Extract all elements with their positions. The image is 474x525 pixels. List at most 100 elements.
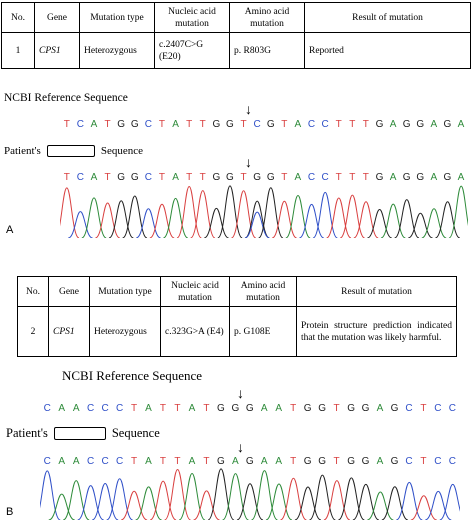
base-T: T xyxy=(281,119,288,130)
patient-label: Patient's xyxy=(6,426,48,440)
header-gene: Gene xyxy=(48,276,90,307)
base-T: T xyxy=(63,119,70,130)
peak-T xyxy=(230,190,257,238)
peak-C xyxy=(106,478,133,520)
base-G: G xyxy=(361,403,370,414)
base-A: A xyxy=(430,172,438,183)
peak-G xyxy=(381,486,409,520)
base-G: G xyxy=(216,456,225,467)
peak-A xyxy=(48,493,75,520)
base-A: A xyxy=(172,172,179,183)
ref-seq-title-a: NCBI Reference Sequence xyxy=(4,92,128,104)
peak-G xyxy=(435,201,461,238)
patient-sequence-label-a: Patient's Sequence xyxy=(4,145,143,157)
header-amino-acid: Amino acid mutation xyxy=(229,276,297,307)
cell-gene: CPS1 xyxy=(34,32,80,69)
peak-A xyxy=(448,185,468,238)
base-G: G xyxy=(375,119,384,130)
base-G: G xyxy=(245,456,254,467)
mutation-arrow-b: ↓ xyxy=(237,387,244,402)
base-T: T xyxy=(130,456,138,467)
cell-result: Protein structure prediction indicated t… xyxy=(296,306,457,357)
peak-A xyxy=(250,470,278,520)
base-A: A xyxy=(457,119,465,130)
base-G: G xyxy=(212,172,221,183)
base-C: C xyxy=(253,119,261,130)
base-G: G xyxy=(375,172,384,183)
panel-label-a: A xyxy=(6,224,14,236)
base-T: T xyxy=(104,119,111,130)
base-A: A xyxy=(72,403,80,414)
base-G: G xyxy=(130,119,139,130)
peak-G xyxy=(258,187,284,238)
base-C: C xyxy=(101,403,109,414)
base-G: G xyxy=(402,119,411,130)
base-C: C xyxy=(87,403,95,414)
peak-C xyxy=(67,211,93,238)
base-G: G xyxy=(303,456,312,467)
base-C: C xyxy=(434,403,442,414)
peak-G xyxy=(236,483,264,520)
sequence-label: Sequence xyxy=(100,145,143,157)
base-T: T xyxy=(349,119,356,130)
base-C: C xyxy=(405,403,413,414)
peak-T xyxy=(60,187,80,238)
mutation-table-a: No. Gene Mutation type Nucleic acid muta… xyxy=(1,2,471,69)
base-G: G xyxy=(416,172,425,183)
peak-T xyxy=(339,194,366,238)
base-G: G xyxy=(390,403,399,414)
base-C: C xyxy=(115,403,124,414)
base-T: T xyxy=(63,172,70,183)
base-C: C xyxy=(101,456,109,467)
header-no: No. xyxy=(1,2,35,33)
base-A: A xyxy=(389,119,397,130)
peak-G xyxy=(203,207,229,238)
base-T: T xyxy=(199,172,206,183)
base-G: G xyxy=(117,119,126,130)
peak-T xyxy=(280,477,307,520)
base-G: G xyxy=(347,403,355,414)
base-T: T xyxy=(159,403,167,414)
base-C: C xyxy=(321,172,329,183)
header-mutation-type: Mutation type xyxy=(89,276,161,307)
header-nucleic-acid: Nucleic acid mutation xyxy=(154,2,230,33)
peak-A xyxy=(285,195,311,238)
peak-C xyxy=(77,485,104,520)
base-A: A xyxy=(430,119,438,130)
mutation-arrow-a2: ↓ xyxy=(245,156,252,171)
base-G: G xyxy=(303,403,312,414)
base-G: G xyxy=(266,172,275,183)
base-C: C xyxy=(76,172,84,183)
base-T: T xyxy=(203,403,210,414)
peak-C xyxy=(40,470,61,520)
peak-G xyxy=(108,200,134,238)
base-G: G xyxy=(226,172,234,183)
base-T: T xyxy=(420,456,427,467)
base-G: G xyxy=(117,172,126,183)
mutation-table-b: No. Gene Mutation type Nucleic acid muta… xyxy=(17,276,457,357)
peak-G xyxy=(308,474,336,520)
peak-T xyxy=(120,490,148,520)
base-T: T xyxy=(104,172,111,183)
base-A: A xyxy=(58,403,66,414)
base-T: T xyxy=(186,172,193,183)
sequence-label: Sequence xyxy=(111,426,160,440)
redacted-box xyxy=(53,427,106,440)
peak-T xyxy=(164,468,192,520)
patient-label: Patient's xyxy=(4,145,41,157)
cell-gene: CPS1 xyxy=(48,306,90,357)
base-C: C xyxy=(144,119,152,130)
base-G: G xyxy=(347,456,355,467)
peak-G xyxy=(122,195,148,238)
base-T: T xyxy=(159,456,167,467)
base-G: G xyxy=(318,403,327,414)
base-C: C xyxy=(87,456,95,467)
peak-A xyxy=(163,197,189,238)
base-T: T xyxy=(362,172,369,183)
base-A: A xyxy=(294,119,302,130)
peak-A xyxy=(421,208,447,238)
base-T: T xyxy=(240,172,247,183)
